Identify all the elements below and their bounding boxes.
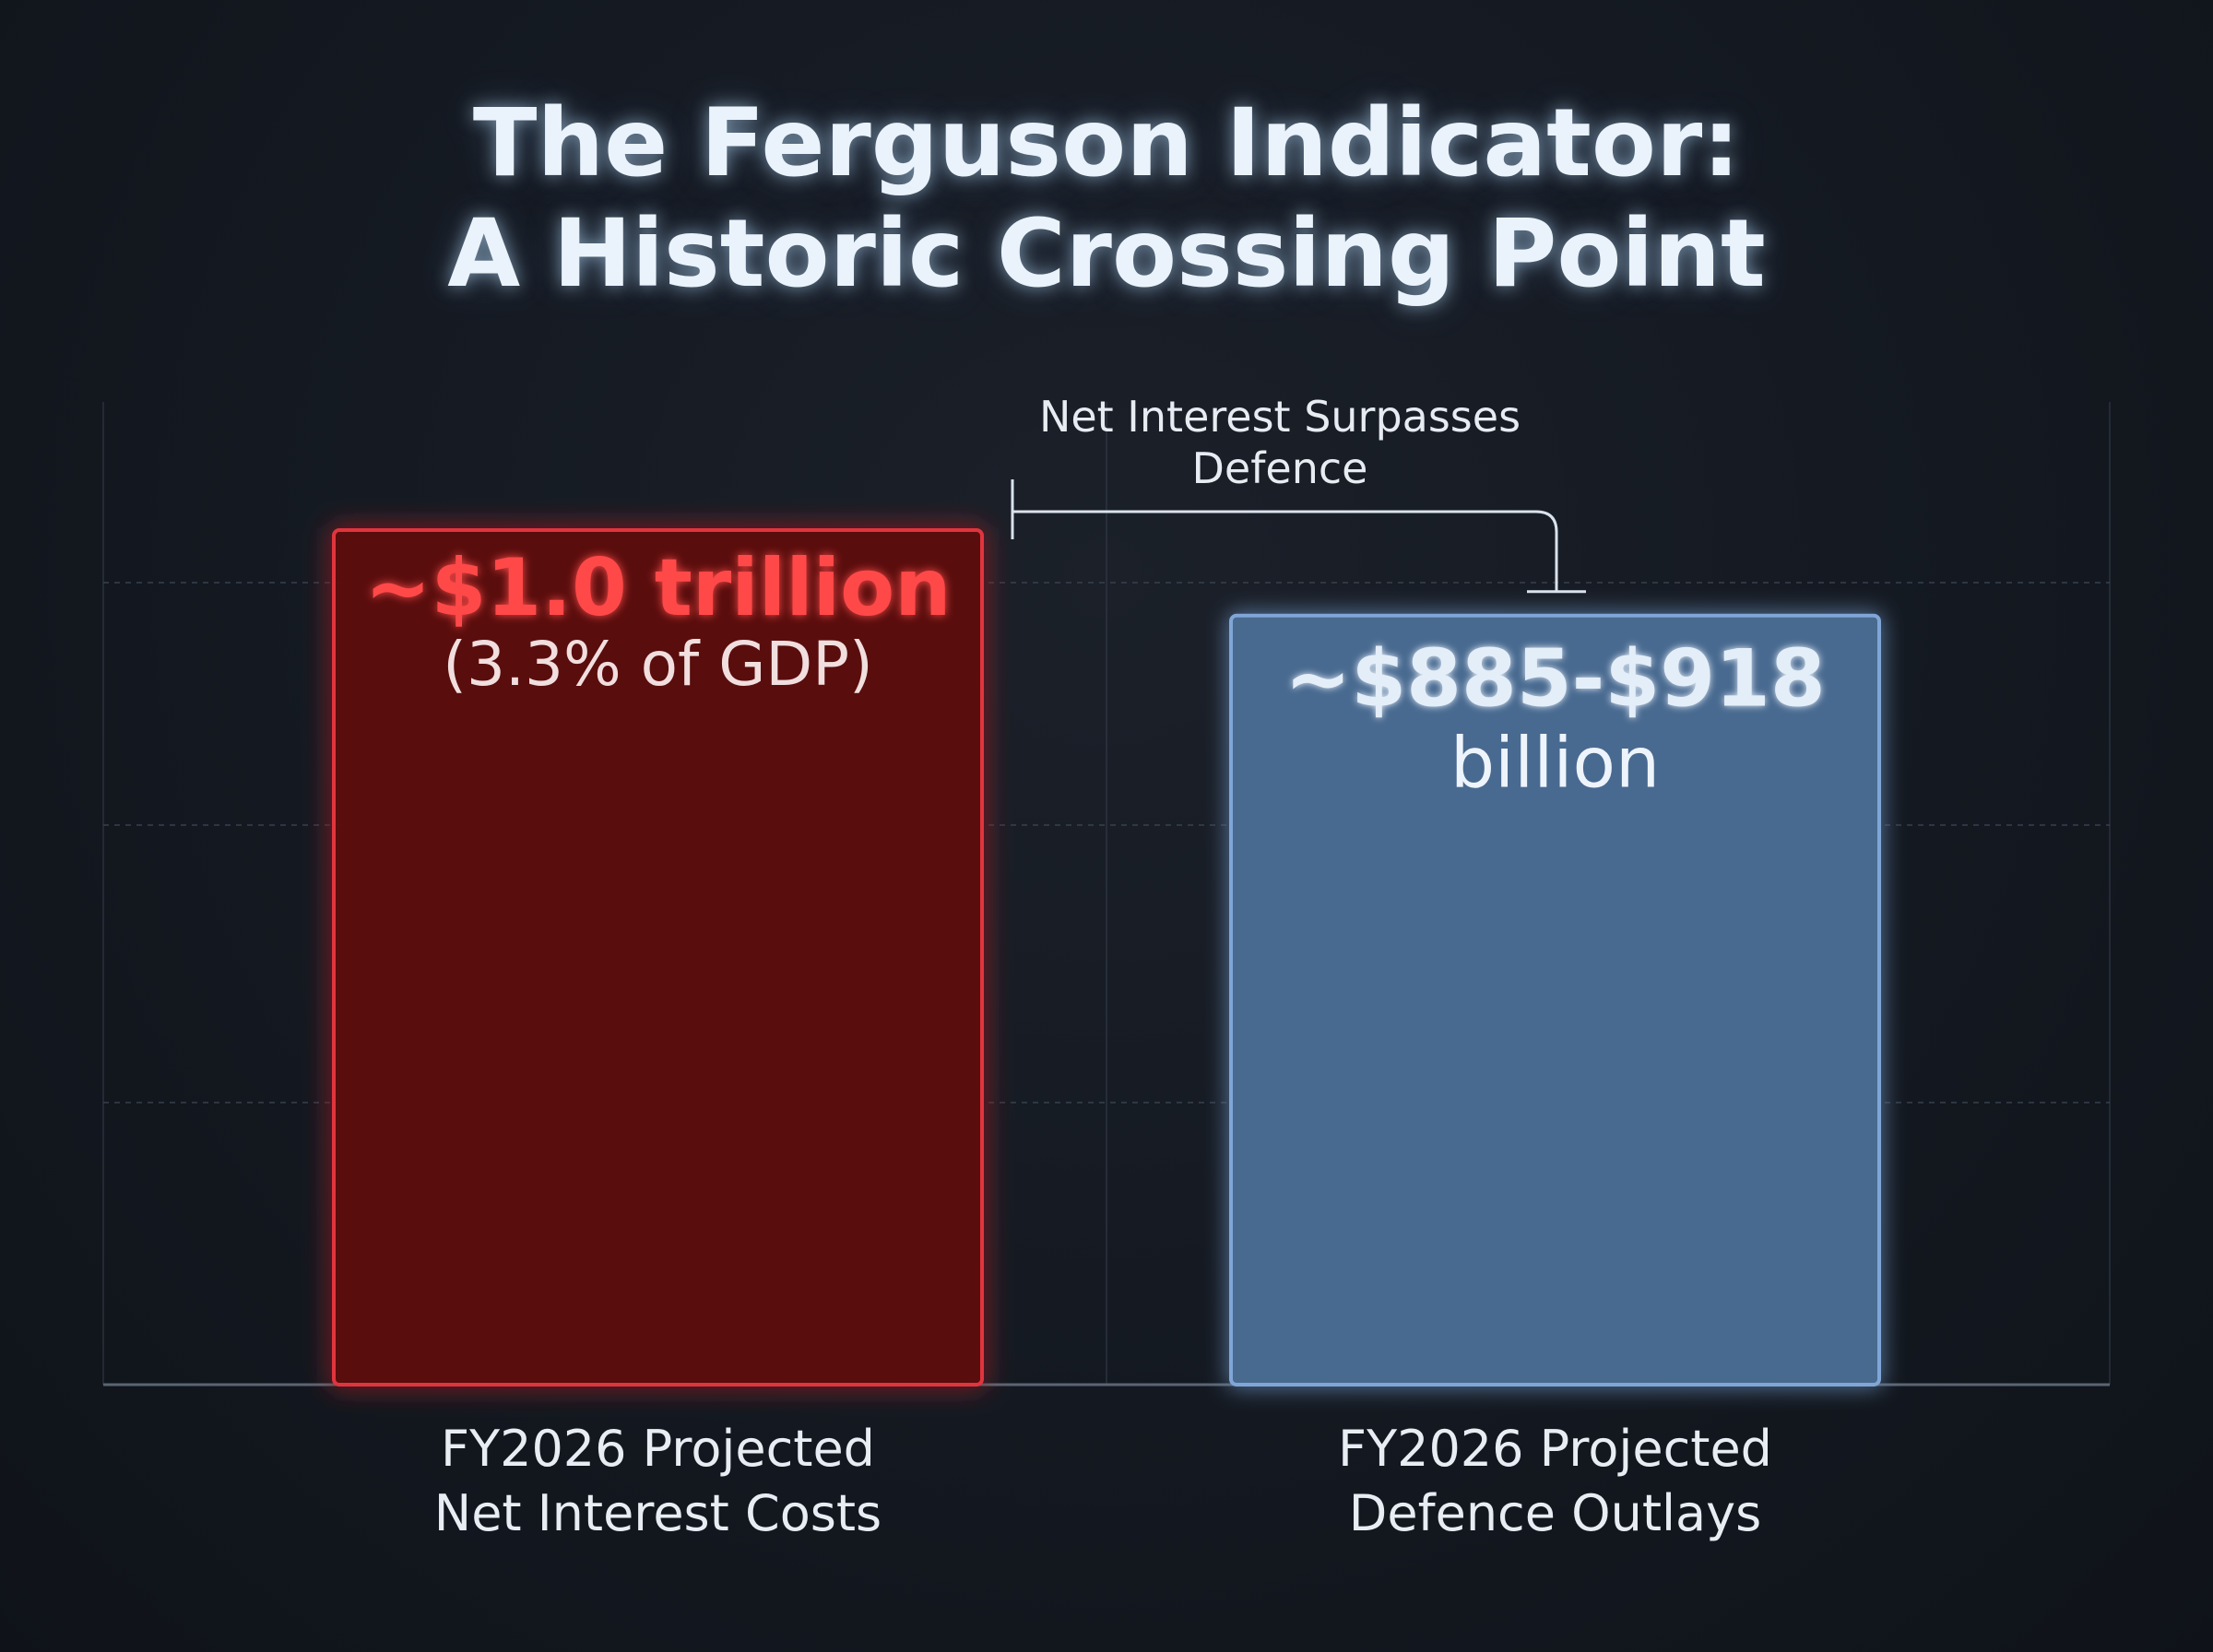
annotation-label-line: Net Interest Surpasses bbox=[1039, 392, 1521, 442]
chart-title-line-2: A Historic Crossing Point bbox=[447, 199, 1766, 309]
category-label-line: FY2026 Projected bbox=[441, 1420, 875, 1478]
bar-net-interest bbox=[332, 528, 984, 1386]
bar-value-label: ~$885-$918 bbox=[1284, 633, 1825, 726]
bar-value-sublabel: (3.3% of GDP) bbox=[443, 629, 873, 700]
category-label-line: Net Interest Costs bbox=[434, 1484, 882, 1542]
annotation-bracket-line bbox=[1012, 510, 1558, 592]
bar-defence bbox=[1229, 613, 1881, 1386]
annotation-label-line: Defence bbox=[1192, 443, 1368, 493]
chart-title-line-1: The Ferguson Indicator: bbox=[472, 88, 1741, 198]
bars-layer bbox=[332, 528, 1881, 1386]
labels-layer: ~$1.0 trillion(3.3% of GDP) FY2026 Projec… bbox=[365, 542, 1826, 1542]
category-label-line: FY2026 Projected bbox=[1338, 1420, 1772, 1478]
category-label-line: Defence Outlays bbox=[1349, 1484, 1761, 1542]
bar-value-sublabel: billion bbox=[1450, 722, 1660, 804]
bar-value-label: ~$1.0 trillion bbox=[365, 542, 952, 634]
